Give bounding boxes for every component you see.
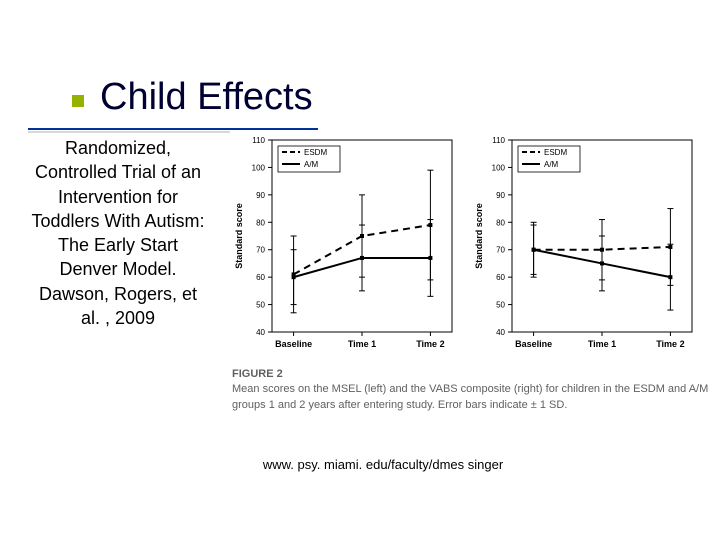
svg-text:Standard score: Standard score <box>474 203 484 269</box>
svg-text:50: 50 <box>256 301 265 310</box>
svg-text:110: 110 <box>252 136 265 145</box>
svg-text:Time 1: Time 1 <box>348 339 376 349</box>
title-row: Child Effects <box>72 76 313 119</box>
svg-text:ESDM: ESDM <box>544 148 567 157</box>
svg-text:Baseline: Baseline <box>275 339 312 349</box>
svg-text:90: 90 <box>496 191 505 200</box>
svg-text:Time 2: Time 2 <box>656 339 684 349</box>
charts-row: 40 50 60 70 80 90 100 110 Standard score Baseline… <box>220 130 710 360</box>
svg-text:Time 1: Time 1 <box>588 339 616 349</box>
svg-text:60: 60 <box>256 273 265 282</box>
svg-text:40: 40 <box>496 328 505 337</box>
svg-text:40: 40 <box>256 328 265 337</box>
study-citation: Randomized, Controlled Trial of an Inter… <box>28 136 208 330</box>
svg-text:80: 80 <box>256 218 265 227</box>
bullet-icon <box>72 95 84 107</box>
figure-area: 40 50 60 70 80 90 100 110 Standard score Baseline… <box>220 130 710 414</box>
svg-text:100: 100 <box>252 163 266 172</box>
svg-text:Standard score: Standard score <box>234 203 244 269</box>
svg-text:70: 70 <box>496 246 505 255</box>
svg-text:ESDM: ESDM <box>304 148 327 157</box>
svg-text:A/M: A/M <box>544 160 559 169</box>
footer-url: www. psy. miami. edu/faculty/dmes singer <box>248 457 518 473</box>
chart-vabs: 40 50 60 70 80 90 100 110 Standard score Baseline… <box>470 130 700 360</box>
svg-text:80: 80 <box>496 218 505 227</box>
figure-label: FIGURE 2 <box>232 368 710 380</box>
chart-msel: 40 50 60 70 80 90 100 110 Standard score Baseline… <box>230 130 460 360</box>
svg-text:90: 90 <box>256 191 265 200</box>
svg-text:70: 70 <box>256 246 265 255</box>
svg-text:A/M: A/M <box>304 160 319 169</box>
svg-text:110: 110 <box>492 136 505 145</box>
svg-text:Time 2: Time 2 <box>416 339 444 349</box>
page-title: Child Effects <box>100 76 313 119</box>
svg-text:50: 50 <box>496 301 505 310</box>
svg-text:Baseline: Baseline <box>515 339 552 349</box>
svg-text:100: 100 <box>492 163 506 172</box>
svg-text:60: 60 <box>496 273 505 282</box>
figure-caption: Mean scores on the MSEL (left) and the V… <box>232 382 710 414</box>
